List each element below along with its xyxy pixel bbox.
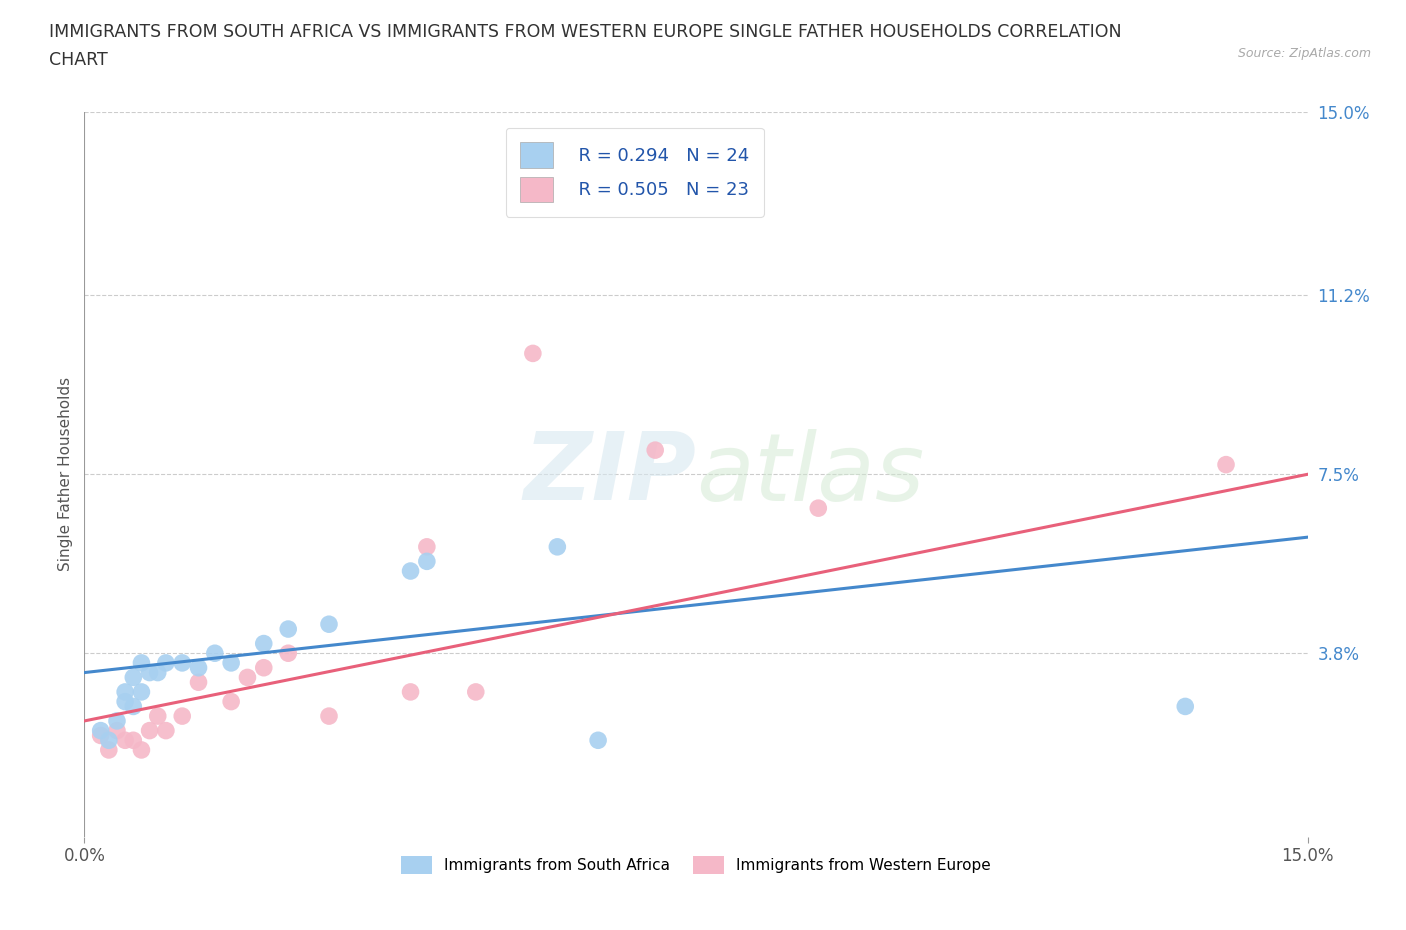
Point xyxy=(97,733,120,748)
Point xyxy=(219,656,242,671)
Legend: Immigrants from South Africa, Immigrants from Western Europe: Immigrants from South Africa, Immigrants… xyxy=(395,850,997,880)
Point xyxy=(644,443,666,458)
Point xyxy=(105,713,128,728)
Point xyxy=(155,656,177,671)
Point xyxy=(586,733,609,748)
Point xyxy=(138,724,160,738)
Point xyxy=(399,684,422,699)
Point xyxy=(114,684,136,699)
Point xyxy=(236,670,259,684)
Point xyxy=(172,709,194,724)
Point xyxy=(131,742,153,757)
Point xyxy=(97,742,120,757)
Point xyxy=(253,636,276,651)
Point xyxy=(146,665,169,680)
Point xyxy=(1174,699,1197,714)
Point xyxy=(146,709,169,724)
Point xyxy=(277,621,299,636)
Text: atlas: atlas xyxy=(696,429,924,520)
Point xyxy=(90,728,112,743)
Point xyxy=(172,656,194,671)
Point xyxy=(546,539,568,554)
Point xyxy=(1215,458,1237,472)
Point xyxy=(114,694,136,709)
Text: IMMIGRANTS FROM SOUTH AFRICA VS IMMIGRANTS FROM WESTERN EUROPE SINGLE FATHER HOU: IMMIGRANTS FROM SOUTH AFRICA VS IMMIGRAN… xyxy=(49,23,1122,41)
Point xyxy=(253,660,276,675)
Point xyxy=(219,694,242,709)
Text: Source: ZipAtlas.com: Source: ZipAtlas.com xyxy=(1237,46,1371,60)
Point xyxy=(131,684,153,699)
Point xyxy=(807,500,830,515)
Point xyxy=(105,724,128,738)
Point xyxy=(204,645,226,660)
Point xyxy=(114,733,136,748)
Text: ZIP: ZIP xyxy=(523,429,696,520)
Text: CHART: CHART xyxy=(49,51,108,69)
Point xyxy=(122,733,145,748)
Point xyxy=(277,645,299,660)
Point xyxy=(399,564,422,578)
Point xyxy=(155,724,177,738)
Point xyxy=(416,539,439,554)
Y-axis label: Single Father Households: Single Father Households xyxy=(58,378,73,571)
Point xyxy=(318,617,340,631)
Point xyxy=(122,699,145,714)
Point xyxy=(122,670,145,684)
Point xyxy=(138,665,160,680)
Point xyxy=(187,660,209,675)
Point xyxy=(131,656,153,671)
Point xyxy=(318,709,340,724)
Point xyxy=(522,346,544,361)
Point xyxy=(187,675,209,690)
Point xyxy=(464,684,486,699)
Point xyxy=(90,724,112,738)
Point xyxy=(416,554,439,569)
